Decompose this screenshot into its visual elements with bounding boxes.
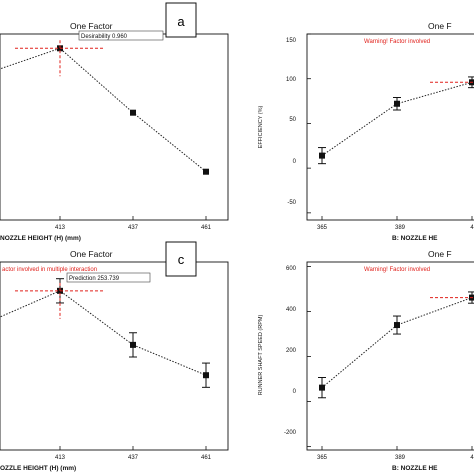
y-tick-label: -50: [287, 200, 296, 206]
panel-d-x-axis-label: B: NOZZLE HE: [392, 465, 438, 472]
y-tick-label: 0: [293, 159, 297, 165]
panel-b-y-axis-label: EFFICIENCY (%): [258, 105, 264, 148]
panel-b-frame: [306, 33, 474, 221]
y-tick-label: 150: [286, 38, 297, 44]
panel-c-label-box: [165, 241, 197, 277]
panel-d-marks: [307, 266, 474, 450]
x-tick-label: 437: [128, 455, 139, 461]
x-tick-label: 413: [55, 225, 66, 231]
data-point: [394, 322, 400, 329]
panel-c-marks: [0, 278, 210, 450]
panel-c-x-axis-label: OZZLE HEIGHT (H) (mm): [0, 465, 76, 472]
series-line: [0, 290, 207, 376]
data-point: [319, 152, 325, 159]
panel-c: One Factor c actor involved in multiple …: [0, 241, 229, 472]
data-point: [203, 168, 209, 175]
panel-d-frame: [306, 261, 474, 451]
panel-c-warning: actor involved in multiple interaction: [2, 267, 97, 273]
x-tick-label: 4: [470, 455, 474, 461]
x-tick-label: 389: [395, 455, 406, 461]
data-point: [394, 100, 400, 107]
panel-c-annotation: Prediction 253.739: [69, 276, 120, 282]
y-tick-label: 100: [286, 77, 297, 83]
panel-a: One Factor a 413 437 461 NOZZLE HEIGHT (…: [0, 2, 229, 242]
panel-c-frame: [0, 261, 229, 451]
panel-c-x-ticks: 413 437 461: [55, 455, 212, 461]
panel-d-title: One F: [428, 249, 452, 259]
x-tick-label: 4: [470, 225, 474, 231]
panel-b-marks: [307, 33, 474, 220]
panel-a-x-axis-label: NOZZLE HEIGHT (H) (mm): [0, 235, 81, 242]
panel-b: One F Warning! Factor involved 150 100 5…: [258, 21, 474, 242]
x-tick-label: 461: [201, 455, 212, 461]
panel-d: One F Warning! Factor involved 600 400 2…: [258, 249, 474, 472]
panel-a-title: One Factor: [70, 21, 113, 31]
x-tick-label: 365: [317, 225, 328, 231]
panel-c-title: One Factor: [70, 249, 113, 259]
x-tick-label: 389: [395, 225, 406, 231]
x-tick-label: 365: [317, 455, 328, 461]
y-tick-label: 50: [289, 117, 296, 123]
x-tick-label: 437: [128, 225, 139, 231]
panel-d-y-axis-label: RUNNER SHAFT SPEED (RPM): [258, 315, 264, 396]
data-point: [319, 384, 325, 391]
y-tick-label: 0: [293, 389, 297, 395]
panel-a-annotation: Desirability 0.960: [81, 34, 128, 40]
panel-a-x-ticks: 413 437 461: [55, 225, 212, 231]
panel-a-annotation-box: [78, 30, 164, 41]
data-point: [130, 341, 136, 348]
panel-c-label: c: [178, 252, 185, 267]
panel-b-y-ticks: 150 100 50 0 -50: [286, 38, 297, 206]
y-tick-label: 400: [286, 307, 297, 313]
panel-d-warning: Warning! Factor involved: [364, 267, 430, 273]
panel-a-frame: [0, 33, 229, 221]
data-point: [130, 109, 136, 116]
series-line: [321, 81, 473, 157]
panel-a-label: a: [177, 14, 185, 29]
y-tick-label: -200: [284, 430, 297, 436]
panel-b-warning: Warning! Factor involved: [364, 39, 430, 45]
panel-b-x-axis-label: B: NOZZLE HE: [392, 235, 438, 242]
panel-d-x-ticks: 365 389 4: [317, 455, 474, 461]
y-tick-label: 200: [286, 348, 297, 354]
panel-a-label-box: [165, 2, 197, 38]
panel-b-x-ticks: 365 389 4: [317, 225, 474, 231]
panel-d-y-ticks: 600 400 200 0 -200: [284, 266, 297, 436]
x-tick-label: 461: [201, 225, 212, 231]
panel-b-title: One F: [428, 21, 452, 31]
x-tick-label: 413: [55, 455, 66, 461]
panel-a-marks: [0, 40, 209, 220]
series-line: [321, 297, 473, 389]
data-point: [203, 372, 209, 379]
series-line: [0, 47, 207, 173]
y-tick-label: 600: [286, 266, 297, 272]
panel-c-annotation-box: [66, 272, 151, 283]
